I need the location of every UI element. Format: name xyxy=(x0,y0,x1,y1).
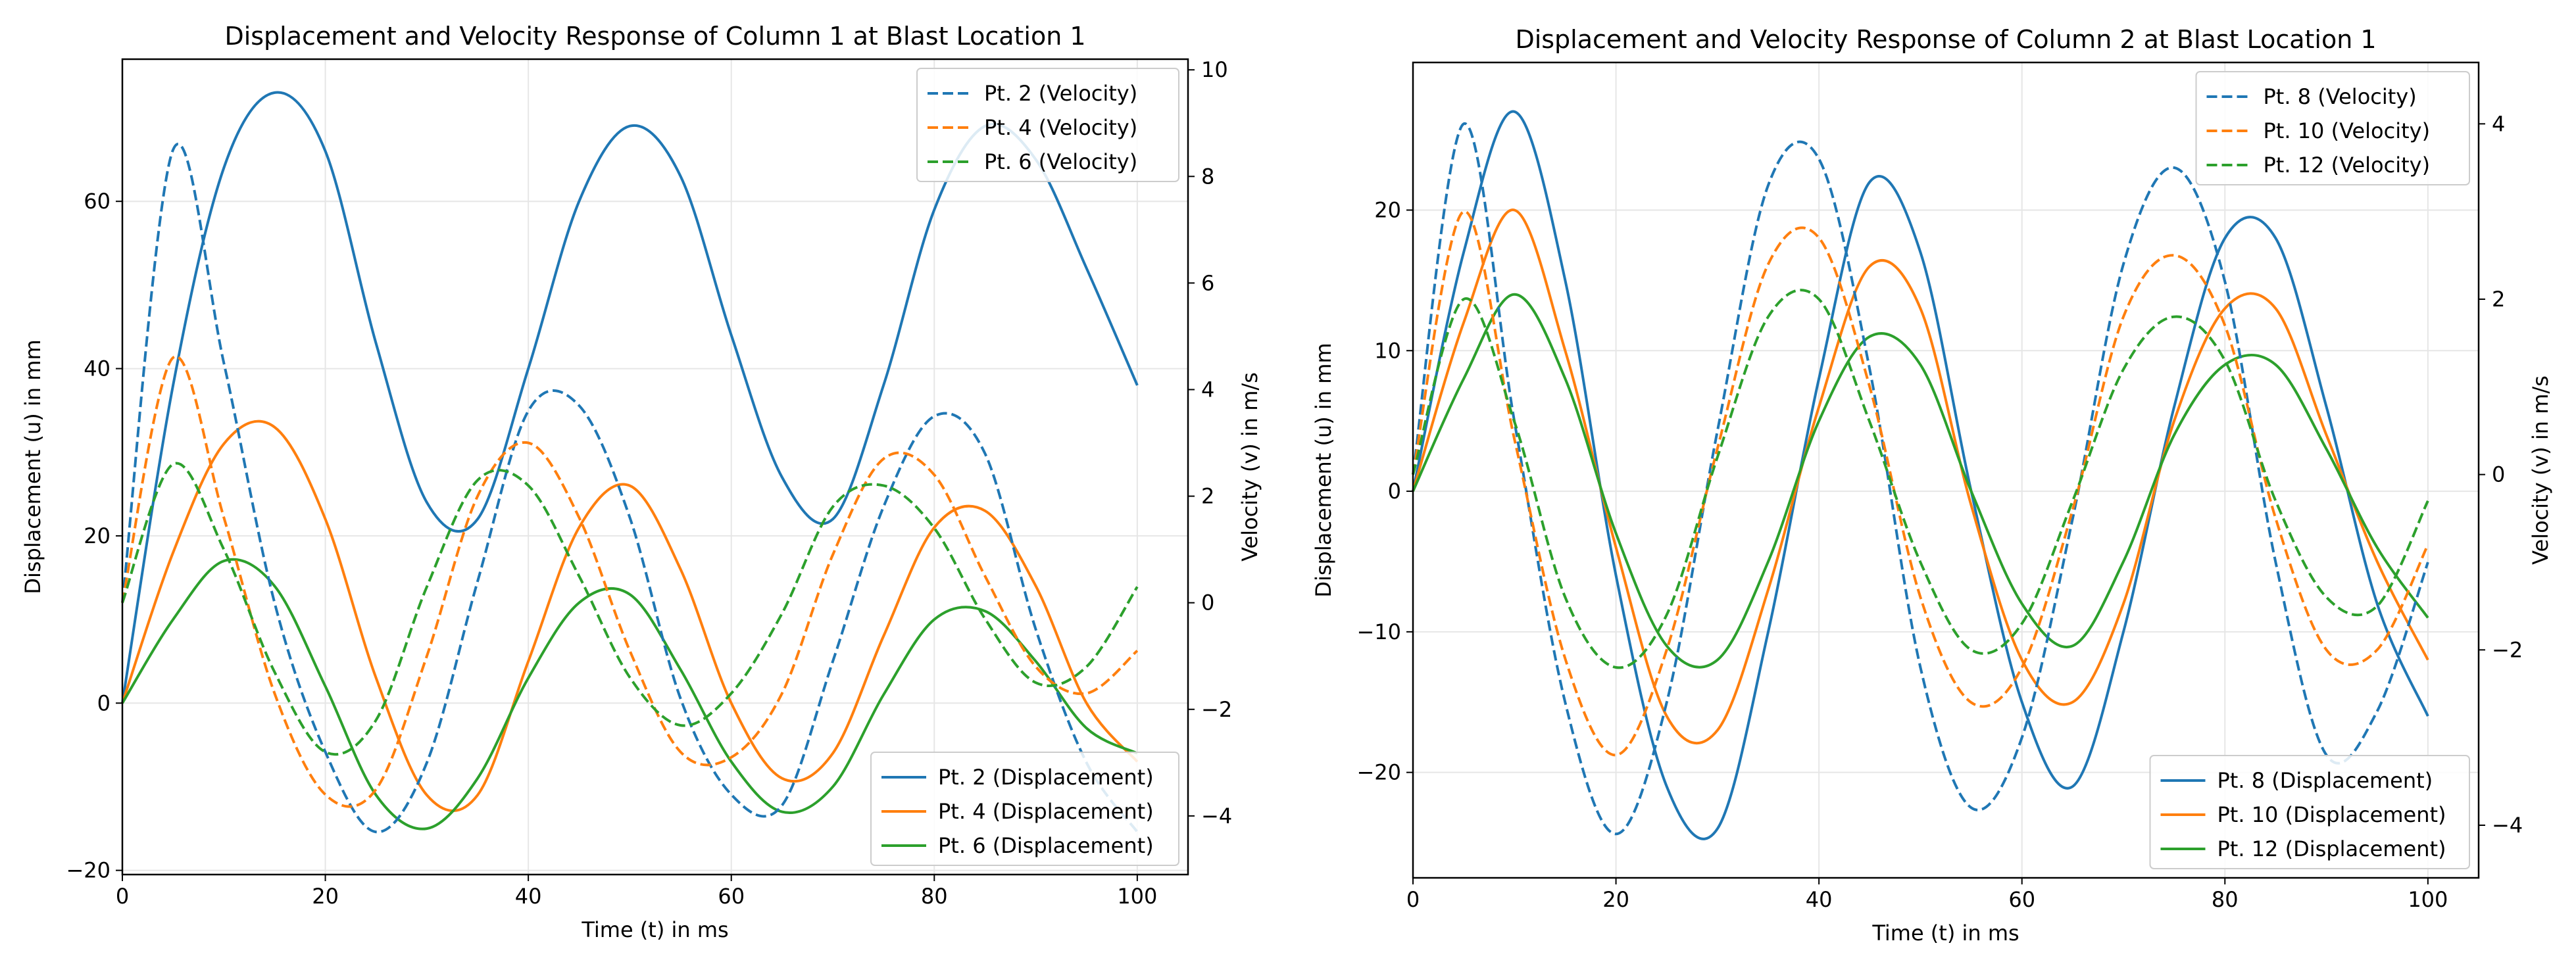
chart-2-y-right-tick-label-1: −2 xyxy=(2492,637,2523,662)
chart-1-y-tick-label-2: 20 xyxy=(84,523,111,548)
chart-2-legend-displacement-box xyxy=(2149,755,2470,869)
chart-2-legend-displacement: Pt. 8 (Displacement) Pt. 10 (Displacement… xyxy=(2149,755,2470,869)
chart-1-line-displacement-2 xyxy=(121,420,1139,812)
chart-1-x-axis-label: Time (t) in ms xyxy=(581,917,728,942)
chart-2-legend-velocity-label-3: Pt. 12 (Velocity) xyxy=(2264,153,2431,178)
chart-2-legend-displacement-label-3: Pt. 12 (Displacement) xyxy=(2217,836,2446,861)
chart-2-y-tick-label-4: 20 xyxy=(1374,197,1401,222)
chart-1-frame xyxy=(121,58,1189,876)
chart-1-y-right-tick-label-3: 2 xyxy=(1201,484,1214,509)
chart-1-y-right-tick-label-2: 0 xyxy=(1201,590,1214,615)
chart-1-x-tick-label-4: 80 xyxy=(921,884,948,909)
chart-1-y-tick-label-3: 40 xyxy=(84,356,111,381)
chart-1-legend-displacement-box xyxy=(870,752,1179,866)
chart-1-line-velocity-2 xyxy=(121,355,1139,808)
chart-2-legend-velocity-label-2: Pt. 10 (Velocity) xyxy=(2264,118,2431,143)
chart-1-y-right-tick-label-4: 4 xyxy=(1201,377,1214,402)
chart-2-y-tick-label-0: −20 xyxy=(1356,760,1401,785)
chart-2-legend-displacement-label-1: Pt. 8 (Displacement) xyxy=(2217,768,2433,793)
chart-1-y-right-tick-label-6: 8 xyxy=(1201,164,1214,189)
chart-2-y-right-tick-label-2: 0 xyxy=(2492,462,2505,487)
chart-2-x-tick-label-3: 60 xyxy=(2008,887,2035,912)
chart-2-y-tick-label-1: −10 xyxy=(1356,619,1401,644)
chart-1-y-tick-label-1: 0 xyxy=(97,690,111,715)
chart-1-title: Displacement and Velocity Response of Co… xyxy=(224,22,1085,51)
chart-1-line-velocity-1 xyxy=(121,143,1139,834)
chart-1-y-right-axis-label: Velocity (v) in m/s xyxy=(1237,372,1262,562)
chart-2-y-right-tick-label-0: −4 xyxy=(2492,813,2523,838)
chart-2-legend-velocity-label-1: Pt. 8 (Velocity) xyxy=(2264,84,2417,109)
chart-2-line-displacement-3 xyxy=(1412,293,2429,669)
chart-2-frame xyxy=(1412,61,2480,879)
chart-2-legend-velocity-box xyxy=(2195,71,2470,185)
chart-1-x-tick-label-3: 60 xyxy=(718,884,745,909)
chart-1-x-tick-label-0: 0 xyxy=(116,884,129,909)
chart-1-y-right-tick-label-7: 10 xyxy=(1201,57,1228,82)
chart-1-y-right-tick-label-1: −2 xyxy=(1201,697,1232,722)
chart-1-y-tick-label-0: −20 xyxy=(66,858,111,883)
chart-1-x-tick-label-1: 20 xyxy=(312,884,339,909)
chart-2-legend-displacement-label-2: Pt. 10 (Displacement) xyxy=(2217,802,2446,827)
chart-1: 0 20 40 60 80 100−200204060−4−20246810Displac… xyxy=(20,22,1262,942)
chart-2-x-tick-label-5: 100 xyxy=(2408,887,2448,912)
chart-1-legend-velocity-label-2: Pt. 4 (Velocity) xyxy=(984,115,1137,140)
chart-2: 0 20 40 60 80 100−20−1001020−4−2024Displaceme… xyxy=(1311,25,2553,946)
chart-1-legend-displacement-label-2: Pt. 4 (Displacement) xyxy=(938,799,1154,824)
chart-1-x-tick-label-2: 40 xyxy=(515,884,542,909)
chart-2-y-axis-label: Displacement (u) in mm xyxy=(1311,343,1336,597)
chart-1-y-axis-label: Displacement (u) in mm xyxy=(20,339,45,594)
chart-2-x-tick-label-0: 0 xyxy=(1406,887,1420,912)
chart-2-legend-velocity: Pt. 8 (Velocity) Pt. 10 (Velocity) Pt. 12 … xyxy=(2195,71,2470,185)
chart-2-title: Displacement and Velocity Response of Co… xyxy=(1515,25,2376,54)
chart-1-line-displacement-1 xyxy=(121,91,1139,704)
chart-1-legend-velocity: Pt. 2 (Velocity) Pt. 4 (Velocity) Pt. 6 (V… xyxy=(916,68,1179,182)
chart-1-legend-displacement-label-1: Pt. 2 (Displacement) xyxy=(938,765,1154,790)
chart-1-y-right-tick-label-5: 6 xyxy=(1201,270,1214,295)
chart-2-y-right-tick-label-4: 4 xyxy=(2492,111,2505,136)
chart-1-legend-velocity-box xyxy=(916,68,1179,182)
chart-2-y-tick-label-3: 10 xyxy=(1374,338,1401,363)
chart-2-line-displacement-1 xyxy=(1412,110,2429,840)
chart-2-x-axis-label: Time (t) in ms xyxy=(1871,921,2019,946)
chart-1-x-tick-label-5: 100 xyxy=(1117,884,1157,909)
chart-1-legend-velocity-label-1: Pt. 2 (Velocity) xyxy=(984,81,1137,106)
chart-1-legend-displacement-label-3: Pt. 6 (Displacement) xyxy=(938,833,1154,858)
chart-2-y-tick-label-2: 0 xyxy=(1388,479,1401,504)
chart-2-x-tick-label-1: 20 xyxy=(1602,887,1629,912)
chart-1-line-velocity-3 xyxy=(121,462,1139,756)
chart-2-y-right-tick-label-3: 2 xyxy=(2492,287,2505,312)
chart-2-line-velocity-3 xyxy=(1412,289,2429,669)
chart-2-line-displacement-2 xyxy=(1412,208,2429,744)
chart-1-y-tick-label-4: 60 xyxy=(84,189,111,214)
chart-1-legend-velocity-label-3: Pt. 6 (Velocity) xyxy=(984,149,1137,174)
chart-1-legend-displacement: Pt. 2 (Displacement) Pt. 4 (Displacement)… xyxy=(870,752,1179,866)
chart-2-y-right-axis-label: Velocity (v) in m/s xyxy=(2528,375,2553,565)
chart-2-x-tick-label-4: 80 xyxy=(2212,887,2239,912)
chart-1-line-displacement-3 xyxy=(121,558,1138,830)
chart-1-y-right-tick-label-0: −4 xyxy=(1201,804,1232,829)
chart-2-x-tick-label-2: 40 xyxy=(1806,887,1833,912)
